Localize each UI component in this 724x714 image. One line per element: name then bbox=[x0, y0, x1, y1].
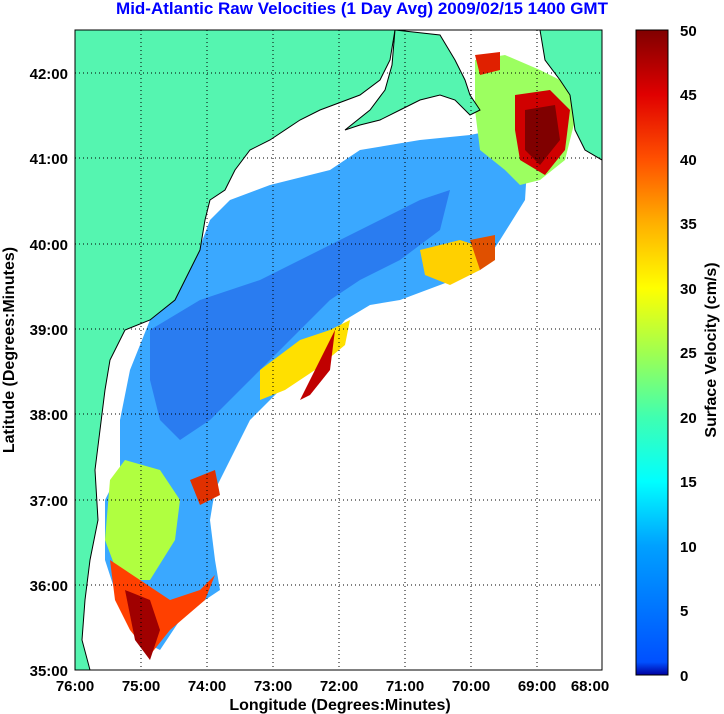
y-tick-label: 40:00 bbox=[30, 237, 68, 254]
x-tick-label: 70:00 bbox=[452, 678, 490, 695]
x-tick-label: 75:00 bbox=[122, 678, 160, 695]
colorbar bbox=[635, 29, 669, 676]
colorbar-tick-label: 0 bbox=[680, 668, 688, 685]
y-tick-label: 39:00 bbox=[30, 322, 68, 339]
colorbar-tick-label: 45 bbox=[680, 87, 697, 104]
colorbar-tick-label: 5 bbox=[680, 603, 688, 620]
x-tick-label: 69:00 bbox=[518, 678, 556, 695]
y-tick-labels: 42:00 41:00 40:00 39:00 38:00 37:00 36:0… bbox=[30, 66, 68, 680]
colorbar-label: Surface Velocity (cm/s) bbox=[703, 262, 720, 437]
grid-lines bbox=[75, 30, 602, 670]
colorbar-tick-label: 10 bbox=[680, 539, 697, 556]
x-tick-labels: 76:00 75:00 74:00 73:00 72:00 71:00 70:0… bbox=[56, 678, 609, 695]
colorbar-tick-label: 50 bbox=[680, 23, 697, 40]
x-axis-label: Longitude (Degrees:Minutes) bbox=[229, 697, 450, 714]
y-tick-label: 35:00 bbox=[30, 663, 68, 680]
land bbox=[75, 30, 602, 670]
colorbar-tick-label: 25 bbox=[680, 345, 697, 362]
map-title: Mid-Atlantic Raw Velocities (1 Day Avg) … bbox=[116, 0, 608, 18]
y-tick-label: 42:00 bbox=[30, 66, 68, 83]
colorbar-tick-label: 30 bbox=[680, 281, 697, 298]
y-axis-label: Latitude (Degrees:Minutes) bbox=[1, 247, 18, 453]
plot-frame bbox=[74, 29, 603, 671]
y-tick-label: 37:00 bbox=[30, 493, 68, 510]
colorbar-tick-labels: 50 45 40 35 30 25 20 15 10 5 0 bbox=[680, 23, 697, 685]
y-tick-label: 41:00 bbox=[30, 151, 68, 168]
x-tick-label: 73:00 bbox=[254, 678, 292, 695]
colorbar-tick-label: 35 bbox=[680, 216, 697, 233]
colorbar-tick-label: 20 bbox=[680, 410, 697, 427]
x-tick-label: 76:00 bbox=[56, 678, 94, 695]
velocity-field bbox=[105, 52, 575, 660]
x-tick-label: 72:00 bbox=[320, 678, 358, 695]
x-tick-label: 71:00 bbox=[386, 678, 424, 695]
x-tick-label: 74:00 bbox=[188, 678, 226, 695]
y-tick-label: 38:00 bbox=[30, 407, 68, 424]
colorbar-tick-label: 40 bbox=[680, 152, 697, 169]
colorbar-tick-label: 15 bbox=[680, 474, 697, 491]
y-tick-label: 36:00 bbox=[30, 578, 68, 595]
x-tick-label: 68:00 bbox=[571, 678, 609, 695]
